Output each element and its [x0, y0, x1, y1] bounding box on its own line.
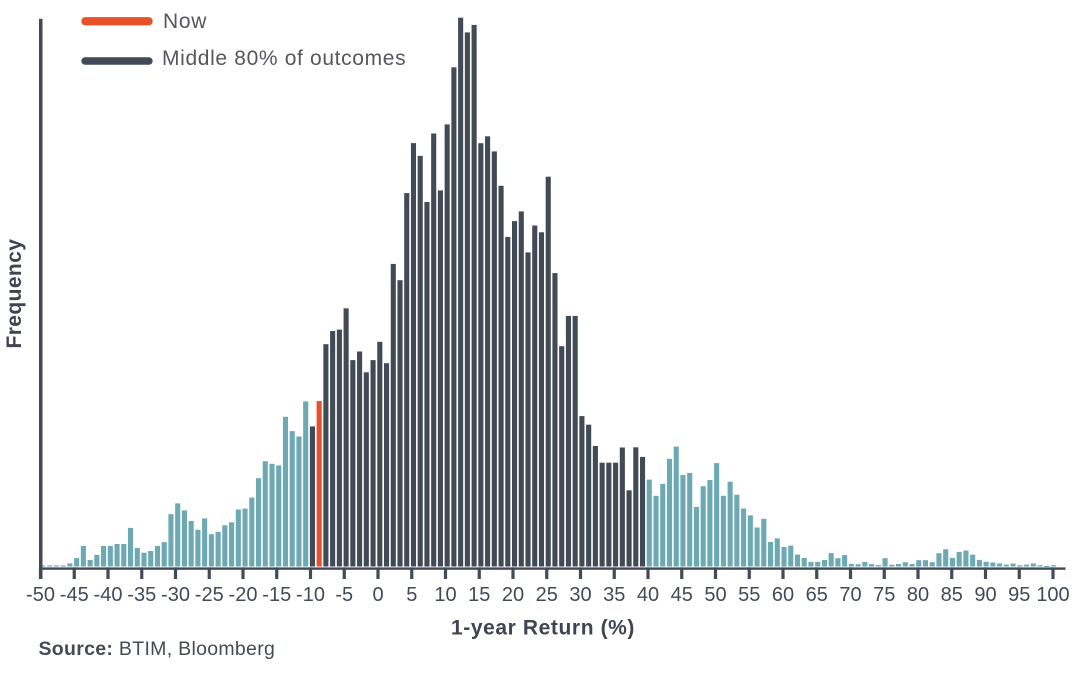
svg-text:70: 70 [839, 584, 861, 606]
svg-text:90: 90 [974, 584, 996, 606]
svg-text:35: 35 [603, 584, 625, 606]
svg-text:50: 50 [704, 584, 726, 606]
svg-text:-25: -25 [195, 584, 224, 606]
svg-text:-15: -15 [262, 584, 291, 606]
svg-text:1-year Return (%): 1-year Return (%) [451, 617, 635, 640]
svg-text:-10: -10 [296, 584, 325, 606]
svg-text:45: 45 [671, 584, 693, 606]
svg-text:-20: -20 [229, 584, 258, 606]
svg-text:15: 15 [468, 584, 490, 606]
svg-text:25: 25 [536, 584, 558, 606]
svg-text:80: 80 [907, 584, 929, 606]
svg-text:-5: -5 [335, 584, 353, 606]
svg-text:Frequency: Frequency [3, 239, 26, 349]
svg-text:55: 55 [738, 584, 760, 606]
svg-text:65: 65 [806, 584, 828, 606]
svg-text:60: 60 [772, 584, 794, 606]
svg-text:100: 100 [1036, 584, 1069, 606]
svg-text:Middle 80% of outcomes: Middle 80% of outcomes [162, 47, 406, 70]
svg-text:20: 20 [502, 584, 524, 606]
svg-text:0: 0 [372, 584, 383, 606]
svg-text:5: 5 [406, 584, 417, 606]
svg-text:Now: Now [163, 10, 207, 33]
svg-text:-40: -40 [94, 584, 123, 606]
svg-text:30: 30 [569, 584, 591, 606]
svg-text:10: 10 [434, 584, 456, 606]
svg-text:85: 85 [941, 584, 963, 606]
svg-text:40: 40 [637, 584, 659, 606]
svg-text:-50: -50 [26, 584, 55, 606]
svg-text:-35: -35 [127, 584, 156, 606]
svg-text:75: 75 [873, 584, 895, 606]
svg-text:-30: -30 [161, 584, 190, 606]
svg-text:Source: BTIM, Bloomberg: Source: BTIM, Bloomberg [39, 638, 276, 660]
svg-text:95: 95 [1008, 584, 1030, 606]
svg-text:-45: -45 [60, 584, 89, 606]
